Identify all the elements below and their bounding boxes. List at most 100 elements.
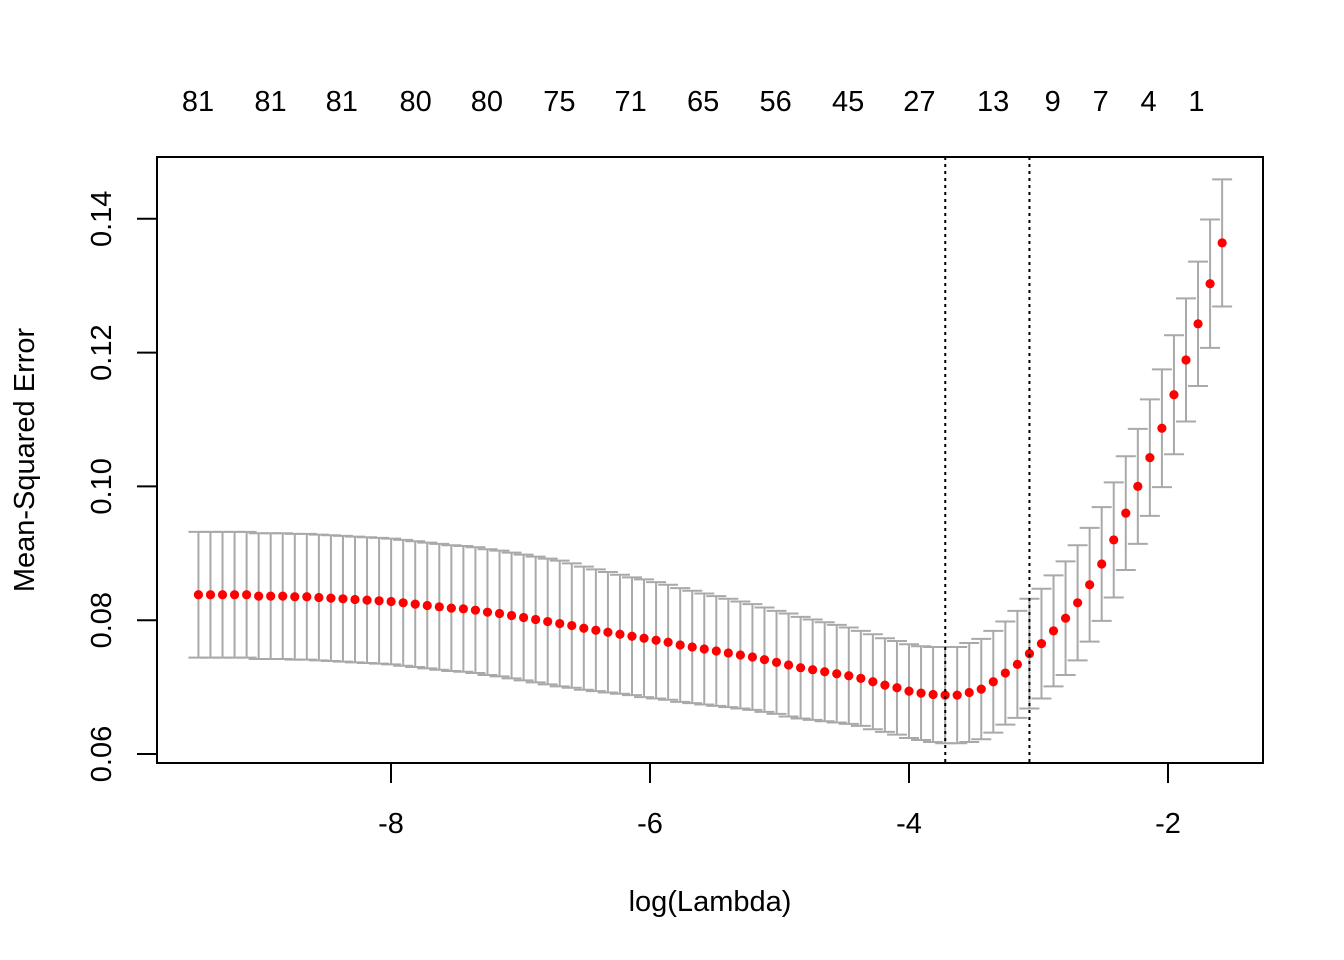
- mse-point: [1205, 279, 1215, 289]
- mse-point: [1217, 238, 1227, 248]
- top-axis-label: 80: [399, 86, 431, 118]
- mse-point: [820, 667, 830, 677]
- top-axis-label: 71: [614, 86, 646, 118]
- top-axis-label: 45: [832, 86, 864, 118]
- mse-point: [567, 620, 577, 631]
- top-axis-label: 81: [326, 86, 358, 118]
- top-axis-label: 80: [471, 86, 503, 118]
- mse-point: [193, 590, 204, 600]
- mse-point: [904, 686, 914, 696]
- mse-point: [988, 677, 998, 687]
- mse-point: [470, 605, 481, 615]
- mse-point: [771, 657, 782, 667]
- mse-point: [1157, 423, 1167, 433]
- mse-point: [735, 650, 745, 660]
- mse-point: [868, 677, 878, 687]
- mse-point: [446, 603, 456, 613]
- top-axis-label: 13: [977, 86, 1009, 118]
- x-tick-label: -2: [1155, 808, 1181, 840]
- mse-point: [747, 652, 758, 662]
- mse-point: [422, 600, 432, 611]
- top-axis-label: 1: [1188, 86, 1204, 118]
- y-tick-label: 0.14: [86, 191, 118, 247]
- mse-point: [1060, 613, 1071, 623]
- mse-point: [651, 635, 661, 645]
- mse-point: [723, 648, 733, 658]
- mse-point: [374, 596, 384, 606]
- mse-point: [350, 594, 360, 605]
- mse-point: [856, 673, 866, 684]
- mse-point: [1085, 580, 1095, 590]
- mse-point: [494, 608, 505, 619]
- top-axis-label: 81: [182, 86, 214, 118]
- mse-point: [1121, 508, 1131, 518]
- mse-point: [832, 669, 842, 679]
- mse-point: [759, 655, 770, 665]
- mse-point: [1145, 453, 1155, 463]
- mse-point: [398, 598, 408, 608]
- y-axis-title: Mean-Squared Error: [9, 327, 41, 592]
- y-tick-label: 0.10: [86, 458, 118, 514]
- mse-point: [675, 640, 685, 650]
- mse-point: [302, 592, 312, 602]
- mse-point: [808, 665, 818, 675]
- mse-point: [1012, 659, 1022, 669]
- mse-point: [278, 591, 288, 601]
- mse-point: [687, 642, 697, 652]
- mse-point: [892, 683, 902, 693]
- top-axis-label: 81: [254, 86, 286, 118]
- mse-point: [663, 637, 673, 647]
- error-bars: [188, 178, 1233, 745]
- mse-point: [627, 631, 637, 641]
- mse-point: [976, 684, 986, 694]
- mse-point: [603, 627, 613, 637]
- top-axis-label: 7: [1093, 86, 1109, 118]
- mse-point: [964, 687, 974, 698]
- mse-point: [386, 596, 396, 607]
- mse-point: [290, 592, 300, 602]
- mse-point: [639, 633, 649, 643]
- y-tick-label: 0.06: [86, 726, 118, 782]
- plot-frame: [156, 156, 1264, 764]
- mse-point: [1000, 668, 1010, 678]
- mse-point: [1024, 649, 1035, 659]
- mse-point: [711, 646, 721, 656]
- mse-point: [506, 610, 517, 621]
- mse-point: [458, 604, 468, 614]
- mse-point: [314, 592, 324, 603]
- mse-point: [1193, 319, 1203, 329]
- mse-point: [326, 593, 336, 603]
- mse-point: [555, 618, 565, 629]
- mse-point: [928, 689, 938, 700]
- mse-point: [531, 614, 541, 625]
- y-tick-label: 0.08: [86, 592, 118, 648]
- mse-points: [193, 238, 1227, 700]
- mse-point: [482, 607, 493, 617]
- top-axis-label: 65: [687, 86, 719, 118]
- mse-point: [338, 594, 348, 604]
- x-axis-title: log(Lambda): [629, 886, 792, 918]
- mse-point: [880, 680, 890, 690]
- mse-point: [916, 688, 926, 698]
- top-axis-label: 9: [1045, 86, 1061, 118]
- top-axis-label: 27: [903, 86, 935, 118]
- mse-point: [844, 671, 854, 681]
- mse-point: [519, 612, 529, 623]
- mse-point: [1109, 535, 1119, 545]
- mse-point: [205, 590, 216, 600]
- mse-point: [1169, 390, 1179, 400]
- x-tick-label: -8: [378, 808, 404, 840]
- mse-point: [254, 591, 264, 601]
- y-tick-label: 0.12: [86, 324, 118, 380]
- mse-point: [229, 590, 240, 600]
- mse-point: [1181, 355, 1191, 365]
- mse-point: [591, 625, 601, 635]
- x-tick-label: -4: [896, 808, 922, 840]
- mse-point: [783, 660, 794, 670]
- mse-point: [1036, 639, 1047, 649]
- mse-point: [217, 590, 228, 600]
- top-axis-label: 75: [543, 86, 575, 118]
- mse-point: [1073, 598, 1083, 608]
- mse-point: [952, 690, 962, 700]
